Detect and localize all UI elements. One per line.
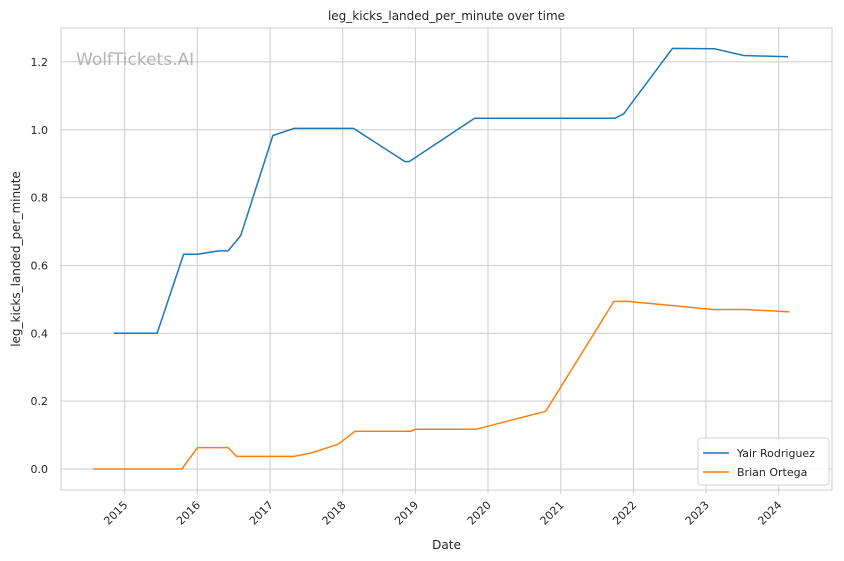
legend: Yair Rodriguez Brian Ortega [697,437,830,486]
y-axis-title: leg_kicks_landed_per_minute [9,171,23,347]
x-tick-label: 2024 [755,499,784,528]
legend-label-yair-rodriguez: Yair Rodriguez [736,447,815,460]
legend-label-brian-ortega: Brian Ortega [737,466,807,479]
series-lines [93,47,790,470]
y-tick-label: 1.2 [31,56,49,69]
y-tick-label: 0.0 [31,463,49,476]
x-tick-label: 2017 [247,499,276,528]
y-tick-label: 0.6 [31,259,49,272]
x-tick-label: 2021 [538,499,567,528]
legend-box [697,437,830,486]
y-tick-label: 0.8 [31,192,49,205]
plot-area [61,28,832,490]
gridlines [61,28,832,494]
y-tick-label: 0.4 [31,327,49,340]
x-tick-label: 2022 [610,499,639,528]
x-tick-label: 2023 [683,499,712,528]
plot-frame [60,27,833,491]
watermark-text: WolfTickets.AI [76,50,194,70]
x-tick-label: 2019 [392,499,421,528]
y-tick-label: 1.0 [31,124,49,137]
x-axis-title: Date [432,538,461,552]
x-tick-label: 2018 [320,499,349,528]
x-tick-label: 2016 [174,499,203,528]
y-tick-label: 0.2 [31,395,49,408]
x-tick-labels: 2015 2016 2017 2018 2019 2020 2021 2022 2023 2024 [101,499,784,528]
x-tick-label: 2015 [101,499,130,528]
series-line-brian-ortega [93,300,790,470]
series-line-yair-rodriguez [113,47,789,335]
x-tick-label: 2020 [465,499,494,528]
chart-title: leg_kicks_landed_per_minute over time [328,9,565,23]
y-tick-labels: 0.0 0.2 0.4 0.6 0.8 1.0 1.2 [31,56,49,476]
